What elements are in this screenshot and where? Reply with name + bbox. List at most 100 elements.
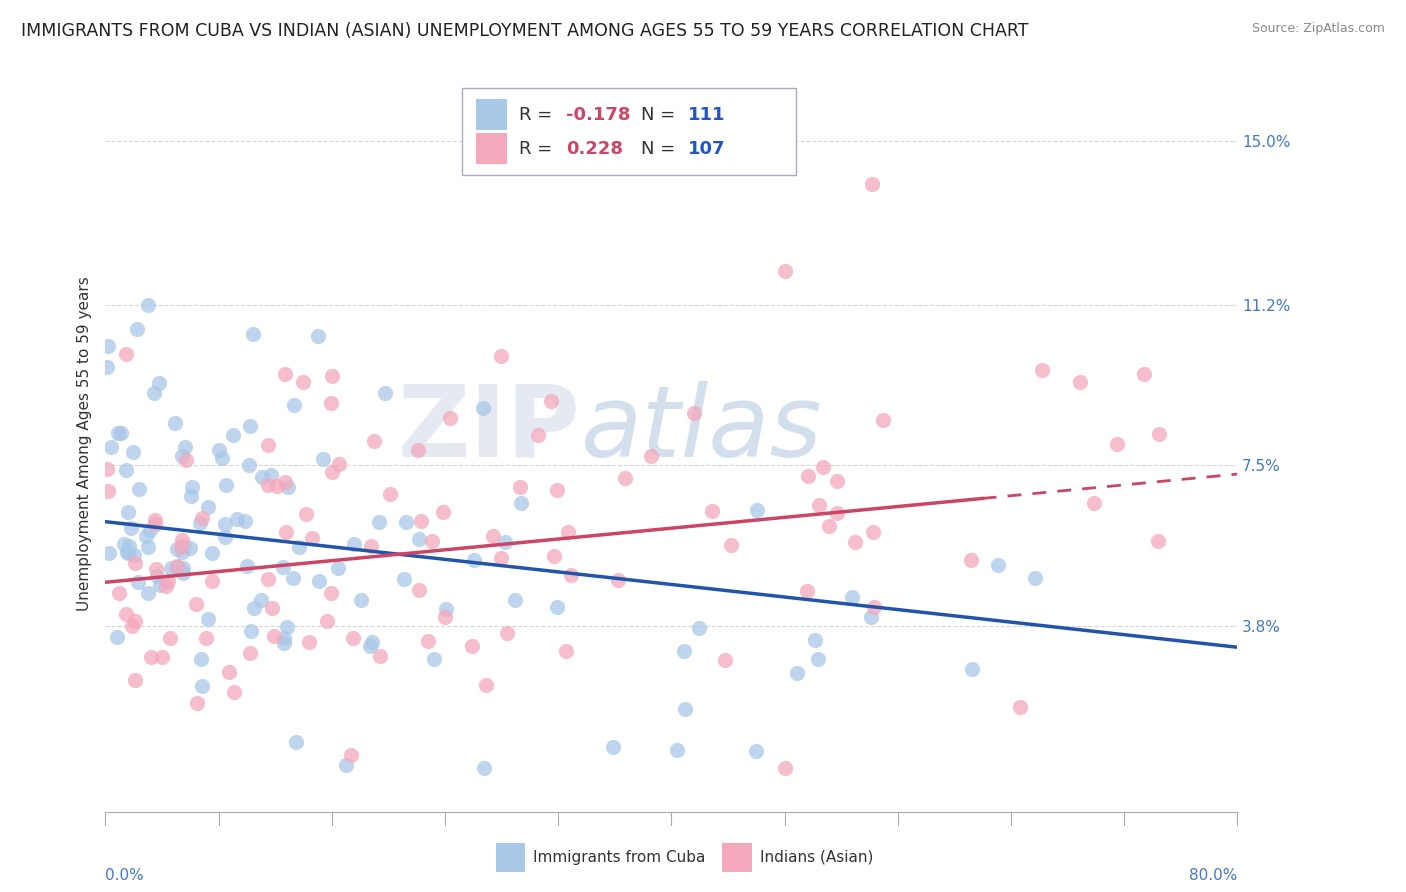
Point: [1083, 495, 1105, 509]
Point: [374, 386, 396, 401]
Point: [274, 475, 297, 489]
Point: [124, 548, 146, 562]
Point: [688, 621, 710, 635]
Point: [287, 540, 309, 554]
Point: [1069, 375, 1091, 389]
Point: [197, 612, 219, 626]
Point: [256, 572, 278, 586]
Point: [208, 442, 231, 457]
Point: [744, 743, 766, 757]
Point: [720, 538, 742, 552]
Point: [796, 584, 818, 599]
Point: [797, 468, 820, 483]
Point: [818, 519, 841, 533]
Point: [540, 394, 562, 409]
Point: [186, 696, 208, 710]
Point: [665, 743, 688, 757]
Point: [1107, 437, 1129, 451]
Point: [526, 427, 548, 442]
Point: [160, 561, 183, 575]
Text: Immigrants from Cuba: Immigrants from Cuba: [533, 850, 706, 865]
Point: [316, 614, 339, 628]
Point: [260, 467, 283, 482]
Point: [239, 646, 262, 660]
Point: [184, 597, 207, 611]
Point: [124, 614, 146, 628]
Point: [112, 537, 135, 551]
Point: [321, 396, 343, 410]
Point: [159, 631, 181, 645]
Point: [1147, 534, 1170, 549]
Point: [273, 367, 295, 381]
Point: [285, 735, 308, 749]
Point: [461, 639, 484, 653]
Point: [340, 747, 363, 762]
Point: [773, 761, 796, 775]
Point: [298, 635, 321, 649]
Point: [827, 506, 849, 520]
Point: [155, 579, 177, 593]
Point: [557, 524, 579, 539]
Point: [295, 508, 318, 522]
Point: [96, 360, 118, 375]
Point: [283, 571, 305, 585]
FancyBboxPatch shape: [496, 843, 526, 872]
Point: [157, 574, 180, 588]
Point: [546, 600, 568, 615]
Point: [145, 562, 167, 576]
Point: [143, 513, 166, 527]
Point: [172, 533, 194, 547]
Point: [165, 417, 187, 431]
Point: [173, 539, 195, 553]
Point: [841, 590, 863, 604]
Point: [408, 582, 430, 597]
Point: [359, 639, 381, 653]
Point: [786, 665, 808, 680]
Point: [190, 651, 212, 665]
Text: R =: R =: [519, 106, 558, 124]
Point: [807, 498, 830, 512]
Point: [546, 483, 568, 497]
Point: [139, 649, 162, 664]
Point: [108, 586, 131, 600]
Point: [169, 540, 191, 554]
Text: -0.178: -0.178: [567, 106, 631, 124]
Point: [166, 560, 188, 574]
Point: [172, 566, 194, 581]
Point: [277, 480, 299, 494]
Point: [115, 463, 138, 477]
Point: [406, 442, 429, 457]
Point: [614, 470, 637, 484]
Text: 0.228: 0.228: [567, 140, 623, 158]
Point: [97, 339, 120, 353]
Point: [124, 556, 146, 570]
FancyBboxPatch shape: [475, 133, 508, 164]
Text: IMMIGRANTS FROM CUBA VS INDIAN (ASIAN) UNEMPLOYMENT AMONG AGES 55 TO 59 YEARS CO: IMMIGRANTS FROM CUBA VS INDIAN (ASIAN) U…: [21, 22, 1029, 40]
Point: [360, 539, 382, 553]
Point: [215, 478, 238, 492]
Point: [105, 630, 128, 644]
Point: [138, 540, 160, 554]
Point: [321, 465, 343, 479]
Point: [148, 376, 170, 391]
Point: [416, 634, 439, 648]
Point: [180, 489, 202, 503]
Point: [472, 761, 495, 775]
Point: [606, 573, 628, 587]
Point: [240, 624, 263, 638]
Point: [235, 514, 257, 528]
Point: [859, 610, 882, 624]
Point: [321, 586, 343, 600]
Point: [180, 480, 202, 494]
Point: [197, 500, 219, 514]
Point: [250, 593, 273, 607]
Point: [987, 558, 1010, 573]
Point: [127, 322, 149, 336]
Point: [143, 517, 166, 532]
Text: atlas: atlas: [581, 381, 823, 477]
Point: [117, 505, 139, 519]
Point: [434, 610, 457, 624]
Point: [256, 438, 278, 452]
Point: [682, 406, 704, 420]
FancyBboxPatch shape: [463, 88, 796, 175]
